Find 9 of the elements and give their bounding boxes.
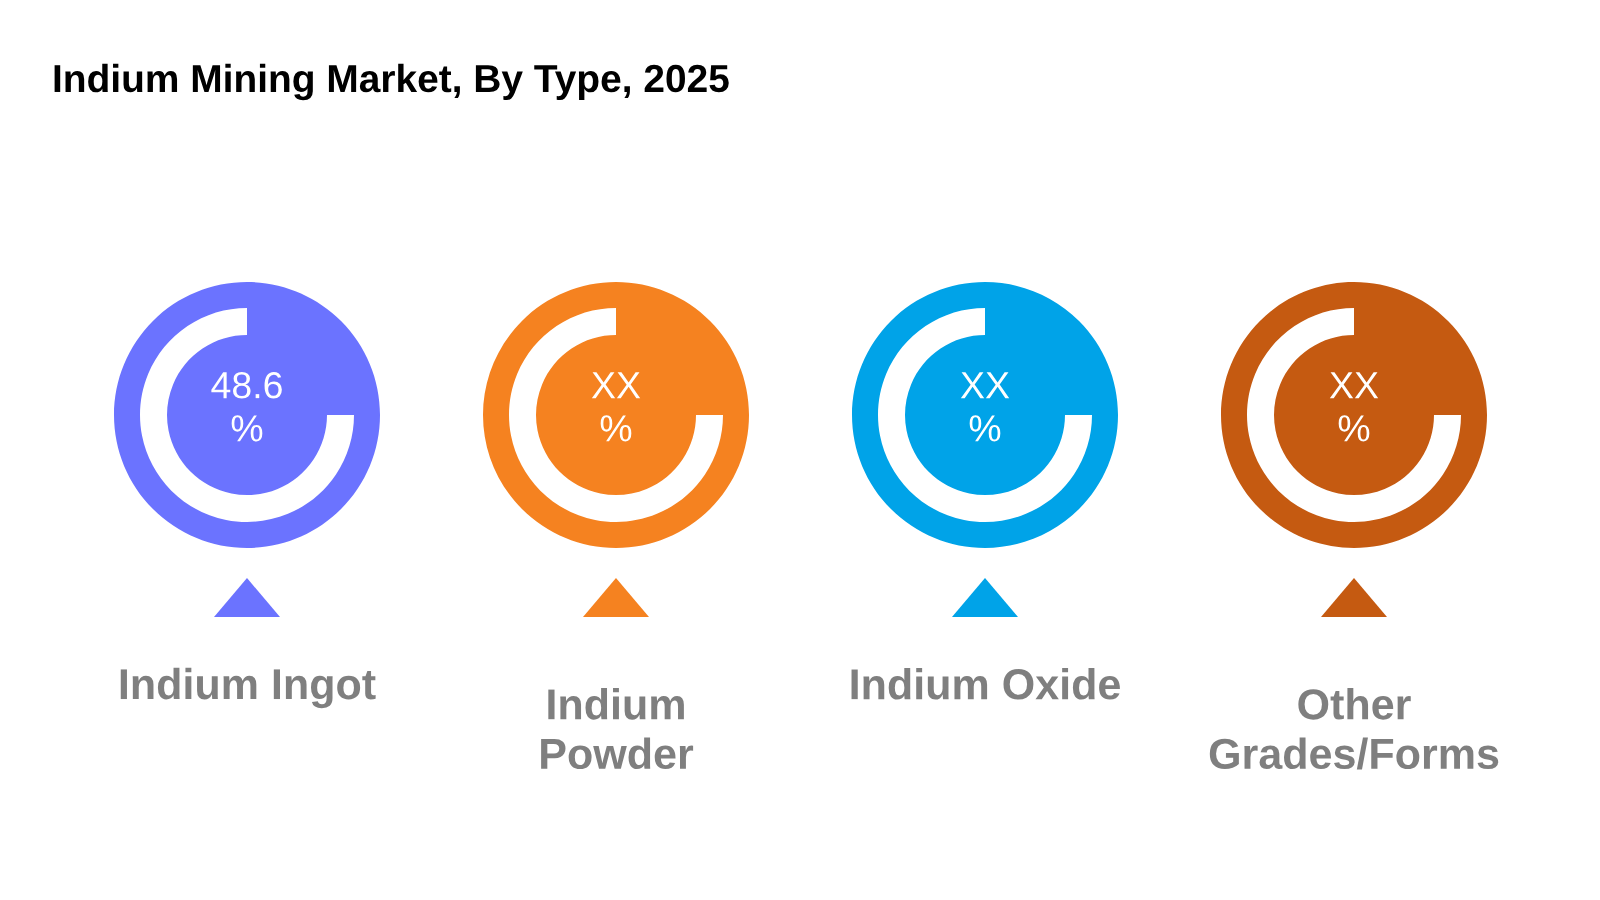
data-label: 48.6 % <box>211 371 282 442</box>
category-label: Other Grades/Forms <box>1209 688 1499 770</box>
category-label: Indium Ingot <box>120 667 376 709</box>
category-label: Indium Oxide <box>851 667 1120 700</box>
data-label: XX % <box>960 372 1010 442</box>
data-label: XX % <box>591 372 641 442</box>
text: Indium Mining Market, By Type, 2025 <box>54 63 729 101</box>
data-label: XX % <box>1329 372 1379 442</box>
category-label: Indium Powder <box>541 688 694 770</box>
